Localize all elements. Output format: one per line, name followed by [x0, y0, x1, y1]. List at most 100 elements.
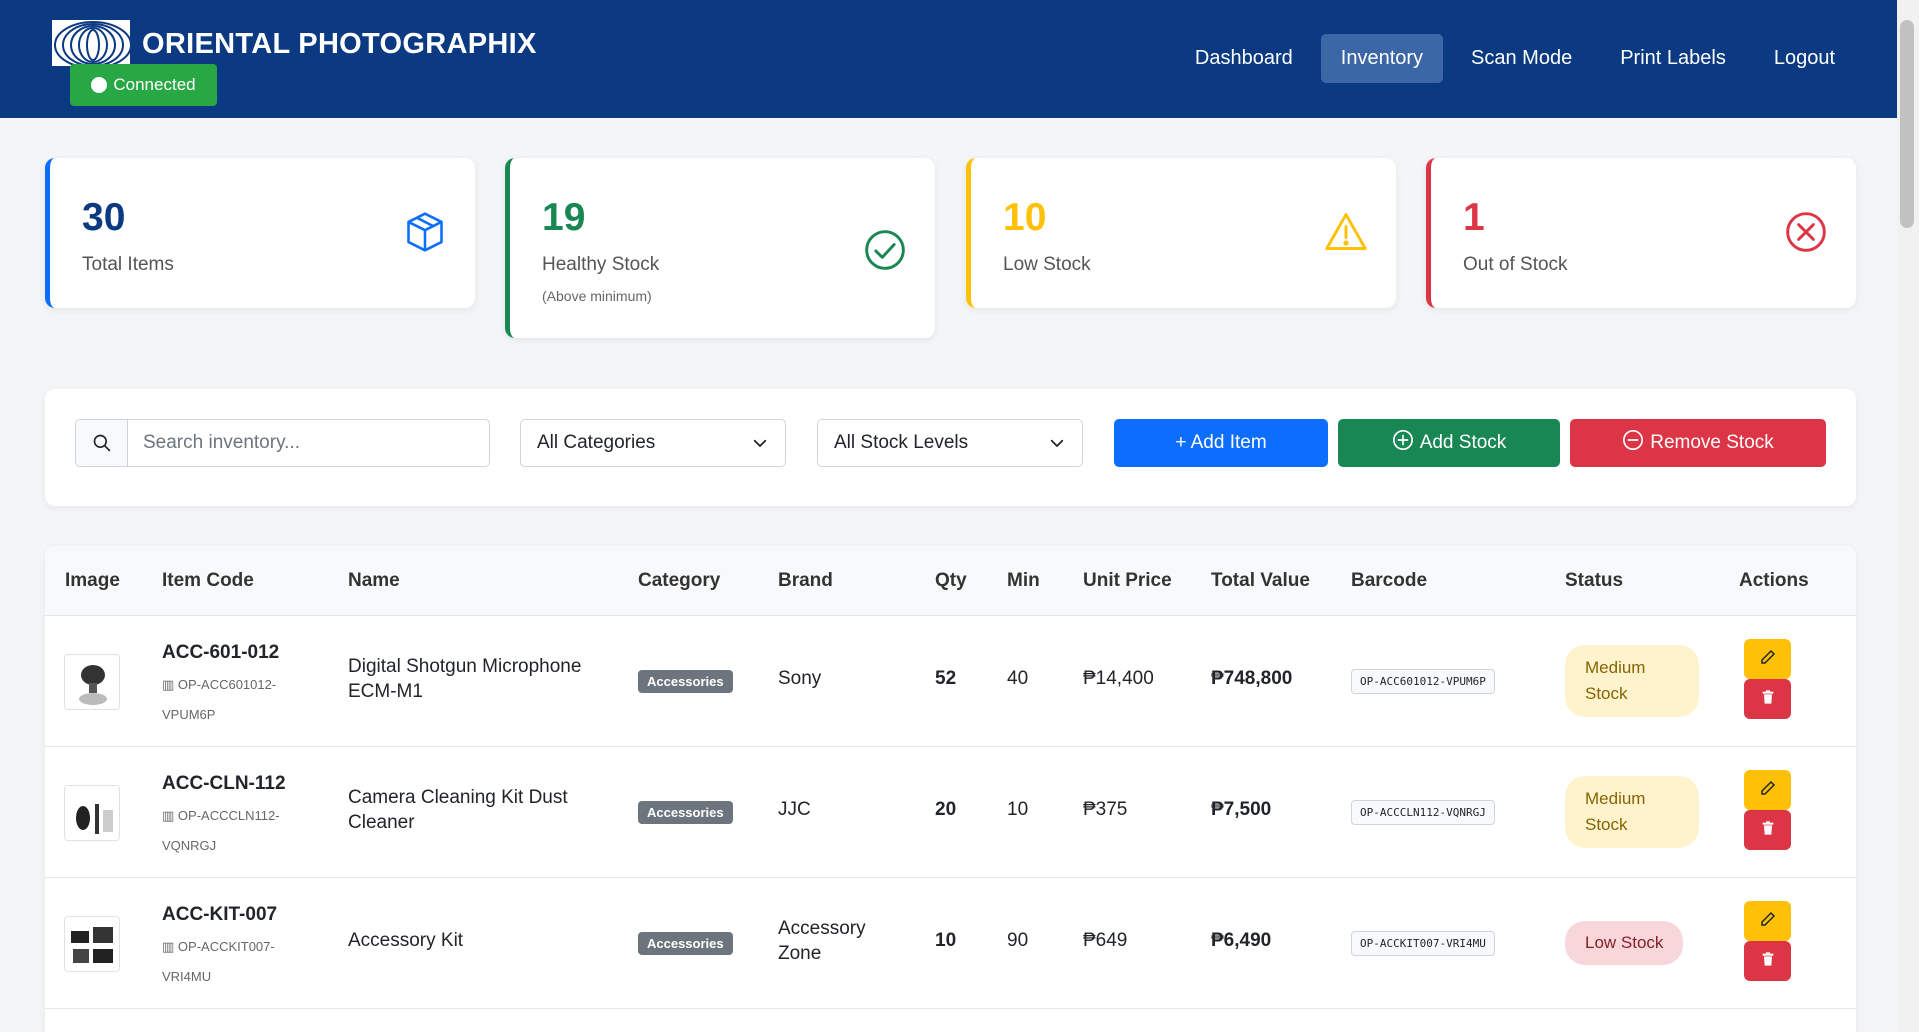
product-thumbnail [64, 654, 120, 710]
product-thumbnail [64, 785, 120, 841]
item-subcode-text: OP-ACCCLN112-VQNRGJ [162, 808, 280, 853]
add-stock-button[interactable]: Add Stock [1338, 419, 1560, 467]
minus-circle-icon [1622, 429, 1644, 457]
box-icon [403, 210, 447, 254]
table-row[interactable]: ACC-601-012 ▥ OP-ACC601012-VPUM6P Digita… [45, 616, 1856, 747]
item-name: Camera Cleaning Kit Dust Cleaner [348, 787, 568, 833]
table-header: Image Item Code Name Category Brand Qty … [45, 546, 1856, 616]
item-brand: Accessory Zone [778, 918, 866, 964]
category-select-value: All Categories [537, 432, 656, 453]
item-barcode: OP-ACC601012-VPUM6P [1351, 669, 1495, 694]
nav-print-labels[interactable]: Print Labels [1620, 47, 1726, 69]
item-subcode-text: OP-ACC601012-VPUM6P [162, 677, 277, 722]
check-circle-icon [863, 228, 907, 272]
app-header: ORIENTAL PHOTOGRAPHIX Connected Dashboar… [0, 0, 1897, 118]
table-row[interactable]: ACC-KIT-007 ▥ OP-ACCKIT007-VRI4MU Access… [45, 878, 1856, 1009]
item-min: 10 [1007, 799, 1029, 820]
chevron-down-icon [751, 434, 769, 452]
remove-stock-button[interactable]: Remove Stock [1570, 419, 1826, 467]
item-qty: 20 [935, 799, 957, 820]
chevron-down-icon [1048, 434, 1066, 452]
filter-bar: All Categories All Stock Levels + Add It… [45, 389, 1856, 506]
item-brand: JJC [778, 799, 811, 820]
nav-dashboard[interactable]: Dashboard [1194, 47, 1293, 69]
edit-button[interactable] [1744, 901, 1791, 941]
pencil-icon [1759, 910, 1777, 933]
column-header: Category [638, 570, 721, 591]
delete-button[interactable] [1744, 679, 1791, 719]
item-subcode: ▥ OP-ACCKIT007-VRI4MU [162, 939, 275, 984]
item-unit-price: ₱375 [1083, 799, 1128, 820]
column-header: Actions [1739, 570, 1809, 591]
column-header: Unit Price [1083, 570, 1172, 591]
item-total-value: ₱7,500 [1211, 799, 1272, 820]
item-qty: 10 [935, 930, 957, 951]
item-min: 40 [1007, 668, 1029, 689]
search-group [75, 419, 490, 467]
status-badge: Medium Stock [1565, 645, 1699, 717]
status-dot-icon [91, 77, 108, 93]
category-select[interactable]: All Categories [520, 419, 786, 467]
stat-label: Low Stock [1003, 254, 1091, 275]
add-item-button[interactable]: + Add Item [1114, 419, 1328, 467]
warning-icon [1324, 210, 1368, 254]
item-name: Digital Shotgun Microphone ECM-M1 [348, 656, 582, 702]
delete-button[interactable] [1744, 810, 1791, 850]
stat-value: 1 [1463, 196, 1485, 239]
column-header: Min [1007, 570, 1040, 591]
item-code: ACC-KIT-007 [162, 904, 278, 925]
status-badge: Low Stock [1565, 921, 1684, 965]
plus-circle-icon [1392, 429, 1414, 457]
stock-level-select[interactable]: All Stock Levels [817, 419, 1083, 467]
pencil-icon [1759, 648, 1777, 671]
delete-button[interactable] [1744, 941, 1791, 981]
item-unit-price: ₱14,400 [1083, 668, 1154, 689]
item-total-value: ₱6,490 [1211, 930, 1272, 951]
column-header: Item Code [162, 570, 254, 591]
item-code: ACC-601-012 [162, 642, 280, 663]
edit-button[interactable] [1744, 639, 1791, 679]
search-input[interactable] [129, 420, 489, 466]
edit-button[interactable] [1744, 770, 1791, 810]
scrollbar-thumb[interactable] [1900, 20, 1914, 228]
item-total-value: ₱748,800 [1211, 668, 1293, 689]
brand-name: ORIENTAL PHOTOGRAPHIX [142, 28, 537, 60]
category-badge: Accessories [638, 670, 733, 693]
add-item-label: + Add Item [1175, 432, 1267, 453]
stat-label: Healthy Stock [542, 254, 660, 275]
stat-value: 19 [542, 196, 586, 239]
stat-label: Total Items [82, 254, 174, 275]
x-circle-icon [1784, 210, 1828, 254]
item-code: ACC-CLN-112 [162, 773, 286, 794]
nav-scan-mode[interactable]: Scan Mode [1471, 47, 1573, 69]
item-unit-price: ₱649 [1083, 930, 1128, 951]
nav-inventory[interactable]: Inventory [1320, 34, 1444, 83]
trash-icon [1760, 688, 1776, 711]
stat-card-out-of-stock: 1 Out of Stock [1426, 158, 1856, 308]
brand-logo [50, 18, 132, 68]
add-stock-label: Add Stock [1419, 432, 1507, 453]
item-qty: 52 [935, 668, 957, 689]
item-subcode: ▥ OP-ACC601012-VPUM6P [162, 677, 277, 722]
product-thumbnail [64, 916, 120, 972]
connection-status-text: Connected [113, 75, 196, 94]
column-header: Status [1565, 570, 1624, 591]
nav-logout[interactable]: Logout [1773, 47, 1835, 69]
connection-status-badge: Connected [70, 64, 217, 106]
stat-sublabel: (Above minimum) [542, 288, 652, 304]
column-header: Qty [935, 570, 967, 591]
item-subcode: ▥ OP-ACCCLN112-VQNRGJ [162, 808, 280, 853]
column-header: Brand [778, 570, 833, 591]
pencil-icon [1759, 779, 1777, 802]
item-brand: Sony [778, 668, 822, 689]
trash-icon [1760, 819, 1776, 842]
stat-label: Out of Stock [1463, 254, 1568, 275]
column-header: Image [65, 570, 120, 591]
column-header: Total Value [1211, 570, 1310, 591]
item-name: Accessory Kit [348, 930, 464, 951]
item-min: 90 [1007, 930, 1029, 951]
remove-stock-label: Remove Stock [1650, 432, 1774, 453]
scrollbar-track[interactable] [1897, 0, 1919, 1032]
stock-level-select-value: All Stock Levels [834, 432, 969, 453]
table-row[interactable]: ACC-CLN-112 ▥ OP-ACCCLN112-VQNRGJ Camera… [45, 747, 1856, 878]
